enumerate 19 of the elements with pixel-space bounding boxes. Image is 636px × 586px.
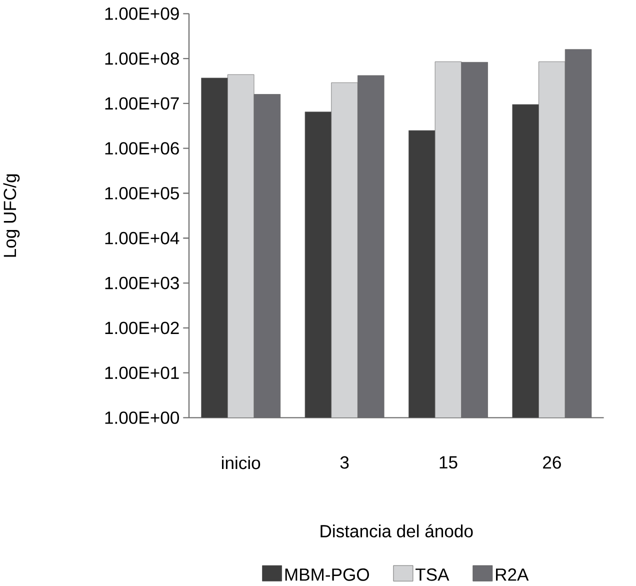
y-tick-label: 1.00E+07 bbox=[105, 97, 179, 110]
y-tick-label: 1.00E+05 bbox=[105, 186, 179, 200]
y-tick-label: 1.00E+06 bbox=[105, 142, 179, 155]
x-tick-label: 3 bbox=[340, 456, 349, 469]
x-tick-label: inicio bbox=[222, 456, 260, 470]
y-tick-label: 1.00E+09 bbox=[105, 7, 179, 20]
x-tick-label: 15 bbox=[440, 456, 458, 469]
x-axis-title: Distancia del ánodo bbox=[320, 524, 473, 538]
y-tick-label: 1.00E+00 bbox=[105, 411, 180, 424]
y-axis-title: Log UFC/g bbox=[3, 174, 20, 257]
legend-label: R2A bbox=[496, 568, 529, 581]
legend-label: TSA bbox=[416, 568, 450, 581]
y-tick-label: 1.00E+08 bbox=[105, 52, 179, 65]
y-tick-label: 1.00E+03 bbox=[105, 276, 179, 290]
y-tick-label: 1.00E+04 bbox=[105, 232, 180, 244]
x-tick-label: 26 bbox=[543, 456, 561, 469]
y-tick-label: 1.00E+01 bbox=[105, 366, 179, 380]
legend-label: MBM-PGO bbox=[285, 568, 369, 581]
y-tick-label: 1.00E+02 bbox=[105, 322, 179, 334]
